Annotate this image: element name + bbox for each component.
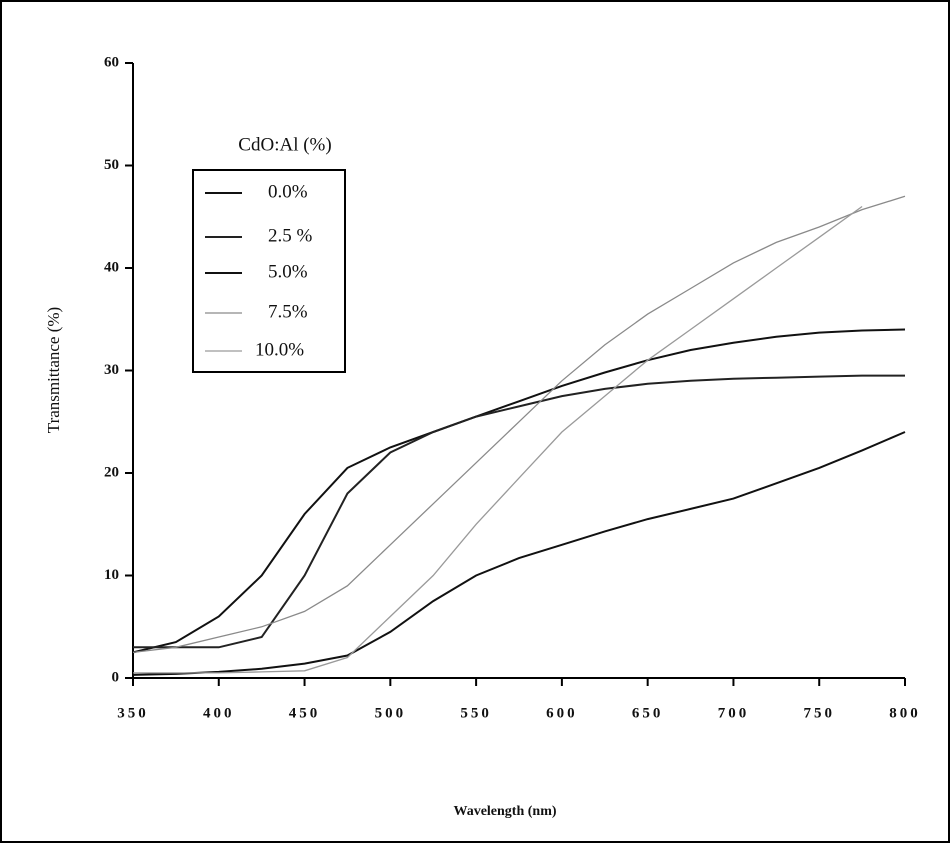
y-tick-label: 60 xyxy=(104,54,119,70)
x-tick-label: 650 xyxy=(632,705,664,721)
legend-label: 0.0% xyxy=(268,181,308,202)
x-tick-label: 400 xyxy=(203,705,235,721)
legend-label: 7.5% xyxy=(268,301,308,322)
x-tick-label: 700 xyxy=(718,705,750,721)
x-tick-label: 750 xyxy=(803,705,835,721)
y-tick-label: 10 xyxy=(104,567,119,583)
series-line xyxy=(132,195,906,654)
x-tick-label: 600 xyxy=(546,705,578,721)
series-line xyxy=(133,205,863,674)
y-axis-label: Transmittance (%) xyxy=(44,307,63,433)
legend-label: 10.0% xyxy=(255,339,304,360)
series-line xyxy=(132,431,906,676)
y-tick-label: 40 xyxy=(104,259,119,275)
y-tick-label: 50 xyxy=(104,157,119,173)
legend-label: 2.5 % xyxy=(268,225,313,246)
x-tick-label: 500 xyxy=(375,705,407,721)
legend-label: 5.0% xyxy=(268,261,308,282)
y-tick-label: 0 xyxy=(112,669,120,685)
x-tick-label: 550 xyxy=(460,705,492,721)
series-line xyxy=(133,374,905,649)
y-tick-label: 30 xyxy=(104,362,119,378)
x-axis-label: Wavelength (nm) xyxy=(453,804,556,819)
series-line xyxy=(132,328,906,654)
legend-box xyxy=(192,169,346,373)
x-tick-label: 350 xyxy=(117,705,149,721)
y-tick-label: 20 xyxy=(104,464,119,480)
x-tick-label: 450 xyxy=(289,705,321,721)
legend-title: CdO:Al (%) xyxy=(238,134,331,155)
x-tick-label: 800 xyxy=(889,705,921,721)
